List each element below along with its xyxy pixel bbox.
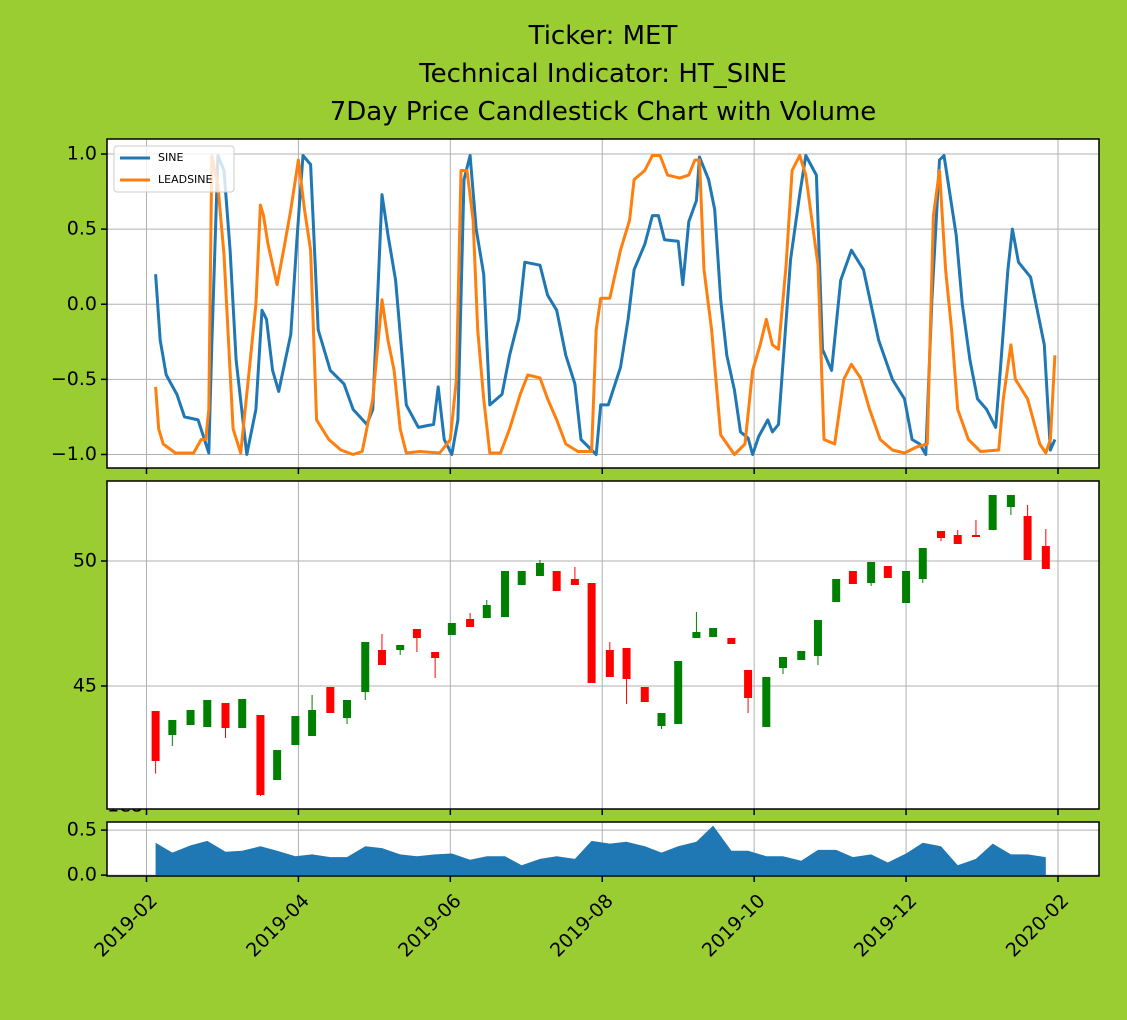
candle-body [709,628,718,637]
candle-body [570,579,579,585]
area [155,825,1046,876]
candle-body [640,687,649,702]
title-line: 7Day Price Candlestick Chart with Volume [330,97,877,127]
candle-body [482,605,491,618]
candle-body [762,677,771,727]
candle-body [832,579,841,602]
candle-body [674,661,683,724]
axes-frame [106,480,1100,810]
candle-body [692,632,701,638]
candle-body [447,623,456,635]
candle-body [552,571,561,591]
candle-body [727,638,736,644]
plot-area [107,481,1099,809]
legend: SINE LEADSINE [113,145,235,193]
candle-body [587,583,596,683]
candle-body [902,571,911,603]
y-tick-label: 50 [73,550,97,572]
candle-body [431,652,440,658]
x-tick-label: 2019-02 [90,890,162,962]
candle-body [256,715,265,795]
candle-body [918,548,927,579]
candle-body [1023,516,1032,560]
candle-body [308,710,317,736]
y-tick-label: 1.0 [67,143,97,165]
y-tick-label: 0.0 [67,864,97,886]
candle-body [988,495,997,530]
x-tick-label: 2019-06 [394,890,466,962]
x-tick-label: 2020-02 [1002,890,1074,962]
candle-body [517,571,526,585]
candle-body [1006,495,1015,507]
candle-body [657,713,666,726]
x-tick-label: 2019-12 [850,890,922,962]
candle-body [744,670,753,698]
candle-body [1041,546,1050,569]
candle-body [343,700,352,718]
candle-body [971,535,980,537]
candle-body [377,650,386,665]
title-line: Technical Indicator: HT_SINE [418,59,787,89]
candle-body [412,629,421,638]
axes-frame [106,821,1100,877]
y-tick-label: −0.5 [51,368,97,390]
x-tick-label: 2019-04 [242,890,314,962]
candle-body [813,620,822,656]
candle-body [622,648,631,679]
legend-label: SINE [158,151,183,164]
candle-body [291,716,300,745]
candle-body [883,566,892,578]
candle-body [937,531,946,538]
x-tick-label: 2019-08 [546,890,618,962]
axes-frame [106,138,1100,469]
candle-body [396,645,405,650]
candle-body [867,562,876,583]
candle-body [535,563,544,576]
line [154,154,1057,456]
candle-body [168,720,177,735]
candle-body [953,535,962,544]
candle-body [466,619,475,627]
y-tick-label: 0.0 [67,293,97,315]
y-tick-label: 45 [73,675,97,697]
legend-label: LEADSINE [158,173,213,186]
candle-body [361,642,370,692]
x-tick-label: 2019-10 [698,890,770,962]
line [154,154,1057,456]
y-tick-label: 0.5 [67,819,97,841]
candle-body [151,711,160,761]
y-tick-label: −1.0 [51,443,97,465]
candle-body [238,699,247,728]
candle-body [203,700,212,727]
candle-body [273,750,282,780]
y-tick-label: 0.5 [67,218,97,240]
candle-body [779,657,788,668]
candle-body [501,571,510,617]
candle-body [186,710,195,725]
candle-body [221,703,230,728]
candle-body [326,687,335,713]
candle-body [605,650,614,677]
candle-body [797,651,806,660]
plot-area [107,139,1099,468]
title-line: Ticker: MET [528,21,678,51]
candle-body [848,571,857,584]
